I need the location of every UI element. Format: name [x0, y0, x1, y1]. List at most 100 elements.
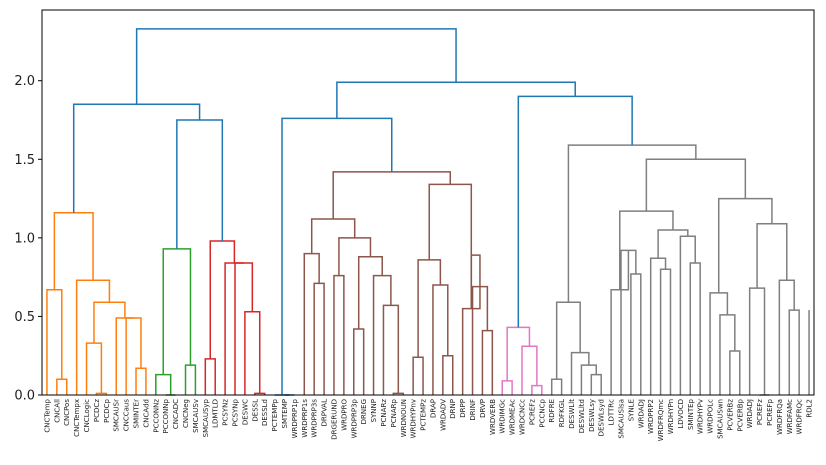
link-18 — [224, 262, 244, 395]
leaf-label: CNCLogic — [83, 399, 91, 432]
link-53 — [555, 301, 581, 380]
leaf-label: DRGERUND — [330, 399, 338, 440]
link-36 — [432, 284, 449, 395]
leaf-label: LDVOCD — [677, 399, 685, 429]
leaf-label: WRDHYPv — [697, 399, 705, 434]
link-16 — [244, 310, 261, 395]
leaf-label: PCREFp — [766, 398, 774, 425]
leaf-label: RDFKGL — [558, 399, 566, 427]
leaf-label: WRDPOLc — [707, 399, 715, 434]
link-45 — [501, 380, 513, 395]
leaf-label: PCCONNz — [152, 399, 160, 433]
leaf-label: WRDPRO — [340, 399, 348, 431]
leaf-label: PCSYNp — [232, 398, 240, 426]
leaf-label: DESWLsyd — [598, 399, 606, 436]
leaf-label: PCDCp — [103, 398, 111, 422]
leaf-label: LDMTLD — [212, 399, 220, 428]
leaf-label: PCCNCp — [538, 398, 546, 427]
link-29 — [382, 304, 400, 395]
link-2 — [95, 392, 108, 395]
link-20 — [176, 119, 224, 249]
link-27 — [353, 328, 365, 395]
leaf-label: PCTEMPp — [271, 398, 279, 431]
leaf-label: WRDMEAc — [509, 399, 517, 435]
leaf-label: CNCAll — [53, 399, 61, 423]
link-28 — [392, 392, 405, 395]
link-24 — [313, 282, 325, 395]
leaf-label: PCNARp — [390, 398, 398, 427]
leaf-label: DRPVAL — [321, 399, 329, 427]
leaf-label: SMTEMP — [281, 399, 289, 428]
leaf-label: PCTEMPz — [420, 399, 428, 431]
leaf-label: DRPP — [459, 399, 467, 418]
leaf-label: DESWLsy — [588, 399, 596, 432]
plot-frame — [41, 9, 815, 396]
leaf-label: CNCTempx — [73, 399, 81, 437]
link-59 — [689, 262, 701, 395]
link-15 — [254, 392, 266, 395]
leaf-label: DRAP — [429, 399, 437, 418]
leaf-label: WRDCNCc — [519, 399, 527, 435]
leaf-label: DRNP — [449, 399, 457, 419]
leaf-label: WRDVERB — [489, 399, 497, 435]
link-46 — [531, 384, 543, 395]
leaf-label: WRDPRP2 — [647, 399, 655, 434]
leaf-label: PCCONNp — [162, 398, 170, 433]
leaf-label: PCSYNz — [222, 399, 230, 426]
leaf-label: CNCTemp — [43, 398, 51, 432]
link-25 — [303, 252, 320, 395]
link-47 — [521, 345, 538, 395]
y-tick-label: 0.0 — [14, 389, 35, 404]
leaf-label: PCVERBz — [726, 399, 734, 431]
link-14 — [204, 358, 216, 395]
link-51 — [580, 364, 598, 395]
y-axis: 0.0 0.5 1.0 1.5 2.0 — [14, 74, 42, 404]
link-19 — [209, 240, 236, 359]
link-72 — [645, 158, 747, 212]
link-30 — [372, 274, 392, 395]
leaf-label: DESSLd — [261, 399, 269, 426]
link-44 — [281, 117, 393, 395]
dendrogram-links — [46, 28, 810, 396]
link-3 — [85, 342, 103, 395]
link-7 — [93, 301, 126, 344]
y-tick-label: 0.5 — [14, 310, 35, 325]
leaf-label: CNCPos — [63, 399, 71, 426]
leaf-label: SMCAUSv — [192, 399, 200, 433]
leaf-label: DRVP — [479, 399, 487, 418]
link-17 — [234, 262, 254, 395]
leaf-label: PCVERBp — [736, 398, 744, 431]
link-0 — [56, 378, 68, 395]
leaf-label: WRDHYPnv — [410, 399, 418, 438]
leaf-label: WRDHYPn — [667, 399, 675, 434]
link-38 — [481, 329, 494, 395]
leaf-label: PCNARz — [380, 399, 388, 427]
link-33 — [310, 218, 356, 254]
link-50 — [590, 373, 602, 395]
x-axis: CNCTemp CNCAll CNCPos CNCTempx CNCLogic PCDCz… — [43, 398, 813, 441]
link-4 — [135, 367, 147, 395]
link-73 — [567, 144, 697, 303]
link-54 — [630, 273, 642, 395]
leaf-label: PCDCz — [93, 399, 101, 422]
link-52 — [570, 351, 590, 395]
leaf-label: WRDPRP3p — [350, 398, 358, 438]
leaf-label: SYNNP — [370, 399, 378, 422]
leaf-label: SMCAUSlsa — [618, 399, 626, 439]
leaf-label: WRDFRQa — [776, 399, 784, 435]
link-57 — [659, 268, 672, 395]
link-62 — [619, 210, 674, 290]
leaf-label: RDFRE — [548, 399, 556, 423]
leaf-label: SMCAUSr — [113, 399, 121, 432]
link-6 — [115, 317, 134, 395]
leaf-label: WRDNOUN — [400, 399, 408, 437]
link-5 — [125, 317, 142, 395]
leaf-label: DESWLltd — [578, 399, 586, 433]
leaf-label: WRDFAMc — [786, 399, 794, 434]
leaf-label: WRDPRP3s — [311, 399, 319, 438]
link-12 — [184, 364, 197, 395]
link-37 — [417, 259, 442, 358]
y-tick-label: 2.0 — [14, 74, 35, 89]
link-76 — [135, 28, 457, 105]
